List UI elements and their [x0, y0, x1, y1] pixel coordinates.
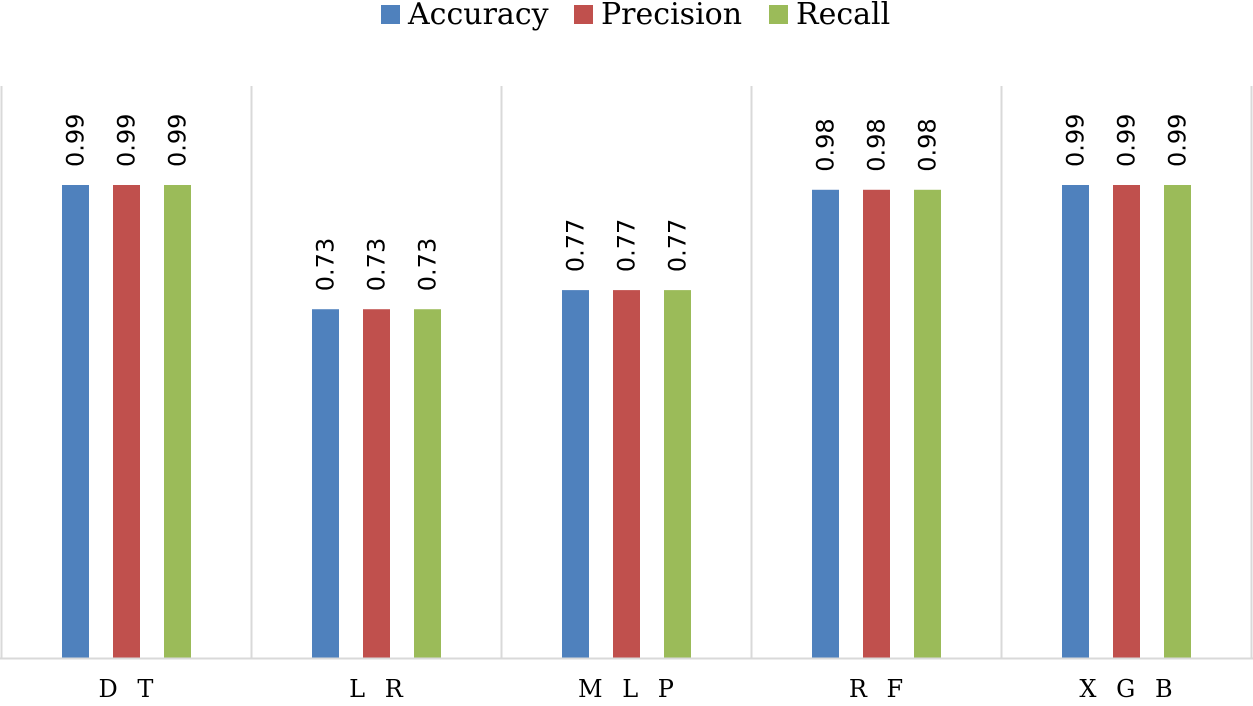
chart-legend: Accuracy Precision Recall [381, 0, 890, 32]
value-label-accuracy-2: 0.77 [562, 219, 590, 272]
bar-series-group [62, 185, 1191, 658]
x-tick-label-0: D T [99, 675, 160, 703]
value-label-precision-0: 0.99 [113, 114, 141, 167]
value-labels-group: 0.99 0.99 0.99 0.73 0.73 0.73 0.77 0.77 0.77 0.98… [62, 114, 1192, 292]
bar-accuracy-3 [812, 189, 839, 658]
legend-swatch-precision [574, 5, 593, 24]
bar-recall-1 [414, 309, 441, 658]
value-label-recall-1: 0.73 [414, 238, 442, 291]
x-tick-label-3: R F [849, 675, 909, 703]
value-label-accuracy-1: 0.73 [312, 238, 340, 291]
value-label-precision-2: 0.77 [613, 219, 641, 272]
legend-swatch-accuracy [381, 5, 400, 24]
x-tick-label-1: L R [349, 675, 409, 703]
value-label-accuracy-0: 0.99 [62, 114, 90, 167]
value-label-recall-4: 0.99 [1164, 114, 1192, 167]
bar-precision-4 [1113, 185, 1140, 658]
value-label-accuracy-3: 0.98 [812, 118, 840, 171]
bar-precision-3 [863, 189, 890, 658]
bar-recall-2 [664, 290, 691, 658]
value-label-precision-3: 0.98 [863, 118, 891, 171]
bar-accuracy-4 [1062, 185, 1089, 658]
value-label-precision-4: 0.99 [1113, 114, 1141, 167]
legend-label-precision: Precision [601, 0, 742, 32]
bar-recall-3 [914, 189, 941, 658]
bar-recall-4 [1164, 185, 1191, 658]
bar-recall-0 [164, 185, 191, 658]
legend-label-accuracy: Accuracy [407, 0, 549, 32]
legend-label-recall: Recall [796, 0, 890, 32]
x-tick-label-4: X G B [1079, 675, 1178, 703]
x-tick-label-2: M L P [578, 675, 680, 703]
value-label-recall-0: 0.99 [164, 114, 192, 167]
bar-accuracy-2 [562, 290, 589, 658]
value-label-precision-1: 0.73 [363, 238, 391, 291]
value-label-recall-2: 0.77 [664, 219, 692, 272]
bar-accuracy-1 [312, 309, 339, 658]
value-label-recall-3: 0.98 [914, 118, 942, 171]
bar-precision-2 [613, 290, 640, 658]
category-separators [0, 86, 1253, 658]
value-label-accuracy-4: 0.99 [1062, 114, 1090, 167]
bar-accuracy-0 [62, 185, 89, 658]
bar-precision-1 [363, 309, 390, 658]
bar-precision-0 [113, 185, 140, 658]
legend-swatch-recall [769, 5, 788, 24]
